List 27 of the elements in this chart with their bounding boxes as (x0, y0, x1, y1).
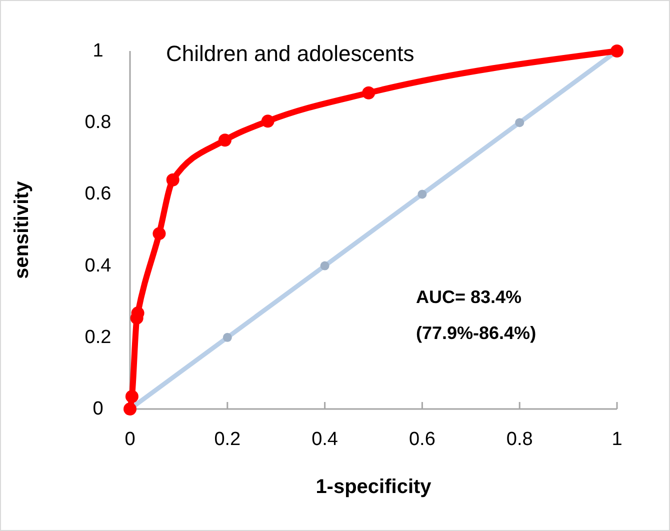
x-tick-label: 0.2 (214, 429, 241, 450)
y-tick-label: 0.2 (84, 326, 112, 348)
y-tick-label: 0.4 (84, 255, 112, 276)
point (152, 227, 166, 240)
y-tick-label: 0 (92, 398, 104, 420)
annotation: (77.9%-86.4%) (416, 323, 536, 343)
point (362, 86, 376, 100)
x-tick-label: 0.8 (506, 429, 533, 450)
point (320, 261, 330, 270)
point (418, 190, 427, 199)
point (125, 390, 138, 403)
x-tick-label: 0 (124, 429, 136, 450)
x-tick-label: 0.6 (408, 429, 436, 450)
y-tick-label: 1 (92, 40, 104, 62)
annotation: AUC= 83.4% (416, 287, 522, 307)
y-tick-label: 0.6 (84, 184, 112, 205)
chart-title: Children and adolescents (166, 41, 414, 66)
point (222, 332, 232, 342)
y-axis-title: sensitivity (11, 180, 33, 279)
y-tick-label: 0.8 (84, 112, 112, 134)
point (515, 118, 524, 128)
x-tick-label: 1 (612, 429, 622, 450)
x-tick-label: 0.4 (312, 429, 338, 450)
point (261, 114, 274, 128)
x-axis-title: 1-specificity (316, 476, 432, 498)
point (166, 173, 180, 186)
point (218, 134, 232, 147)
